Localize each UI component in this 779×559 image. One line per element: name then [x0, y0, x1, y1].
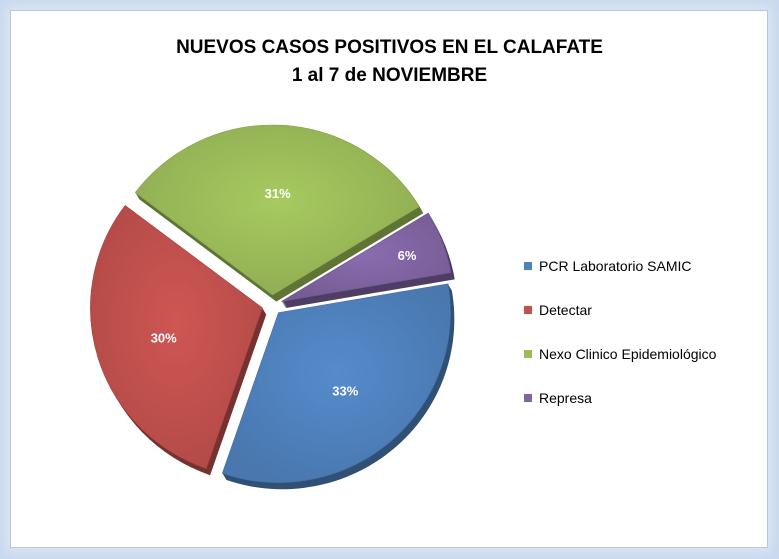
pie-slice-1: [90, 205, 263, 469]
legend-swatch-detectar: [524, 306, 532, 314]
legend-label-nexo: Nexo Clinico Epidemiológico: [539, 346, 717, 362]
legend-label-represa: Represa: [539, 390, 592, 406]
chart-title: NUEVOS CASOS POSITIVOS EN EL CALAFATE 1 …: [0, 34, 779, 90]
pie-slice-0: [221, 283, 451, 483]
pie-label-0: 33%: [332, 383, 358, 398]
chart-title-line-1: NUEVOS CASOS POSITIVOS EN EL CALAFATE: [176, 37, 603, 58]
chart-legend: PCR Laboratorio SAMIC Detectar Nexo Clin…: [524, 255, 754, 431]
legend-item-nexo: Nexo Clinico Epidemiológico: [524, 343, 754, 365]
legend-label-detectar: Detectar: [539, 302, 592, 318]
legend-item-pcr: PCR Laboratorio SAMIC: [524, 255, 754, 277]
legend-swatch-represa: [524, 394, 532, 402]
pie-label-1: 30%: [151, 331, 177, 346]
pie-slice-3: [281, 212, 452, 302]
legend-swatch-pcr: [524, 262, 532, 270]
legend-item-detectar: Detectar: [524, 299, 754, 321]
legend-item-represa: Represa: [524, 387, 754, 409]
pie-label-3: 6%: [398, 248, 417, 263]
pie-label-2: 31%: [265, 186, 291, 201]
pie-slice-2: [134, 124, 420, 296]
legend-swatch-nexo: [524, 350, 532, 358]
chart-title-line-2: 1 al 7 de NOVIEMBRE: [291, 65, 488, 86]
legend-label-pcr: PCR Laboratorio SAMIC: [539, 258, 692, 274]
